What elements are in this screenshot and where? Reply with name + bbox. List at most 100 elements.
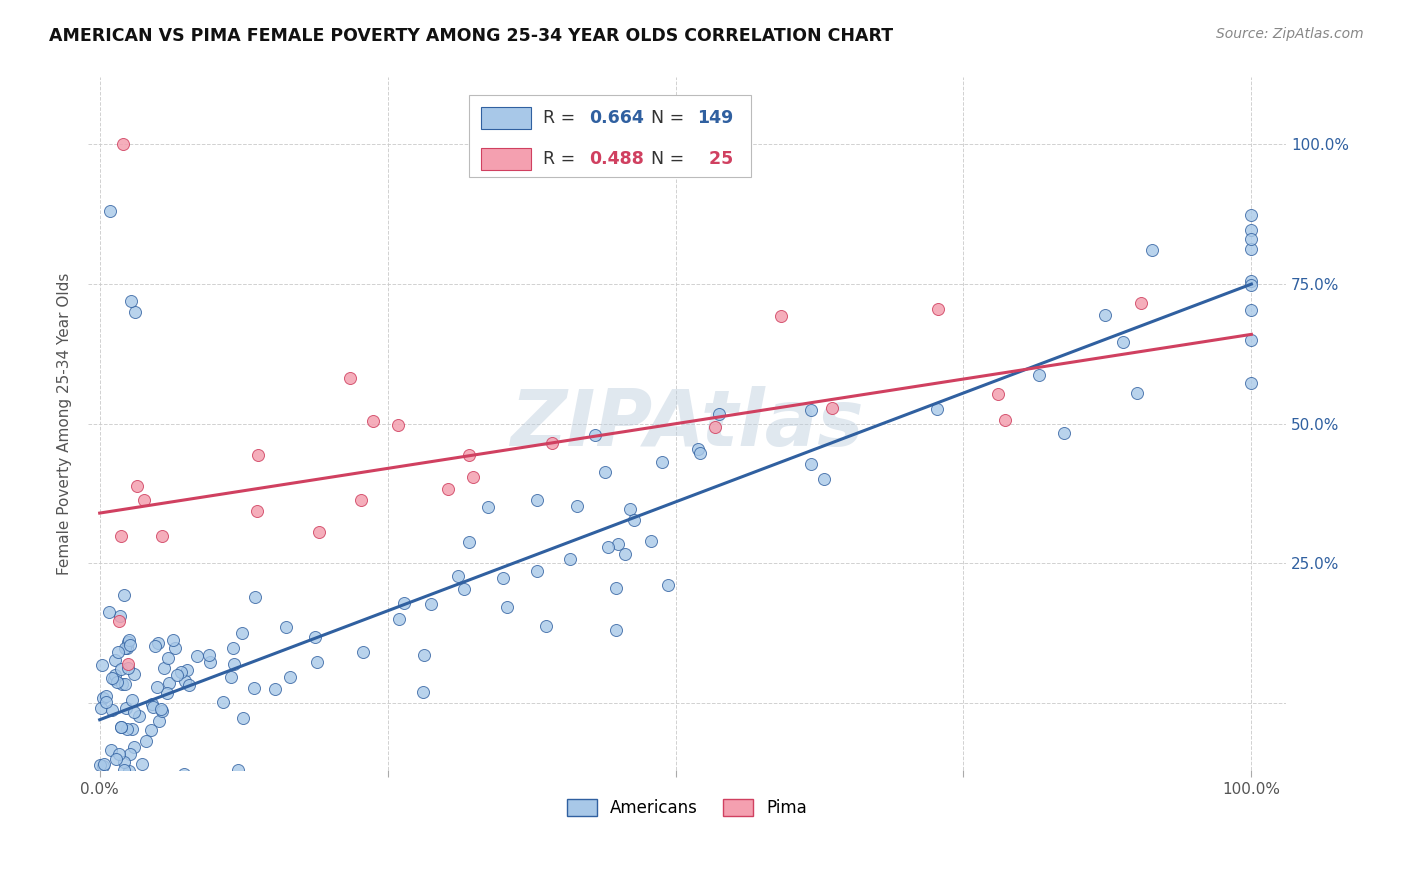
Point: [94, 780, 117, 794]
Point: [107, 614, 129, 628]
Text: ZIPAtlas: ZIPAtlas: [510, 385, 863, 462]
Point: [231, 625, 253, 640]
Text: Source: ZipAtlas.com: Source: ZipAtlas.com: [1216, 27, 1364, 41]
Point: [388, 612, 411, 626]
Point: [129, 771, 152, 785]
Point: [110, 662, 132, 676]
Point: [1240, 222, 1263, 236]
Point: [352, 645, 374, 659]
Point: [458, 448, 481, 462]
Point: [689, 445, 711, 459]
Point: [110, 721, 132, 735]
Point: [91, 780, 114, 794]
Point: [134, 493, 156, 508]
Point: [813, 472, 835, 486]
Point: [152, 661, 174, 675]
Point: [166, 667, 188, 681]
Bar: [481, 148, 531, 170]
Point: [145, 681, 167, 695]
Point: [243, 590, 266, 604]
Point: [246, 504, 269, 518]
Point: [453, 582, 475, 597]
Point: [1028, 368, 1050, 382]
Point: [108, 609, 131, 624]
Point: [1240, 303, 1263, 318]
Point: [100, 703, 122, 717]
Point: [108, 747, 131, 762]
Text: 25: 25: [696, 150, 733, 169]
Point: [222, 640, 245, 655]
Point: [118, 764, 141, 779]
Point: [925, 402, 948, 417]
Point: [704, 419, 727, 434]
Point: [640, 533, 662, 548]
Point: [1126, 385, 1149, 400]
Point: [607, 537, 630, 551]
Point: [232, 711, 254, 725]
Point: [447, 569, 470, 583]
Text: R =: R =: [543, 110, 581, 128]
Point: [131, 756, 153, 771]
Point: [198, 780, 221, 794]
Point: [97, 780, 120, 794]
Point: [107, 645, 129, 659]
Point: [526, 493, 548, 508]
Point: [412, 684, 434, 698]
Point: [142, 700, 165, 714]
Point: [657, 578, 679, 592]
Point: [115, 701, 138, 715]
Point: [101, 671, 124, 685]
Point: [121, 723, 143, 737]
Point: [264, 682, 287, 697]
Point: [800, 402, 823, 417]
Point: [278, 670, 301, 684]
Point: [1130, 296, 1153, 310]
Point: [623, 513, 645, 527]
Point: [458, 534, 481, 549]
Point: [117, 634, 139, 648]
Point: [122, 705, 145, 719]
Point: [112, 756, 135, 770]
Point: [91, 658, 114, 673]
Point: [104, 653, 127, 667]
Point: [308, 525, 330, 540]
Point: [1240, 208, 1263, 222]
Point: [413, 648, 436, 662]
Point: [1240, 232, 1263, 246]
Point: [1240, 242, 1263, 256]
Point: [222, 657, 245, 671]
Point: [800, 457, 823, 471]
Point: [651, 455, 673, 469]
Point: [596, 540, 619, 554]
Point: [111, 677, 134, 691]
Point: [122, 667, 145, 681]
Point: [304, 630, 326, 644]
Point: [186, 649, 208, 664]
Point: [179, 677, 201, 691]
Text: 149: 149: [696, 110, 733, 128]
Point: [139, 723, 162, 738]
Point: [198, 648, 221, 663]
Point: [124, 305, 146, 319]
Point: [157, 676, 180, 690]
Text: N =: N =: [651, 150, 690, 169]
Point: [112, 763, 135, 777]
Point: [583, 428, 606, 442]
Point: [821, 401, 844, 416]
Point: [127, 479, 149, 493]
Point: [96, 690, 118, 704]
Point: [686, 442, 709, 457]
Point: [103, 668, 125, 682]
FancyBboxPatch shape: [470, 95, 751, 178]
Point: [526, 564, 548, 578]
Point: [105, 780, 128, 794]
Point: [305, 656, 328, 670]
Point: [595, 465, 617, 479]
Point: [1240, 333, 1263, 347]
Point: [120, 293, 142, 308]
Point: [927, 302, 949, 317]
Point: [150, 701, 173, 715]
Point: [1240, 278, 1263, 293]
Point: [114, 640, 136, 655]
Point: [148, 714, 170, 729]
